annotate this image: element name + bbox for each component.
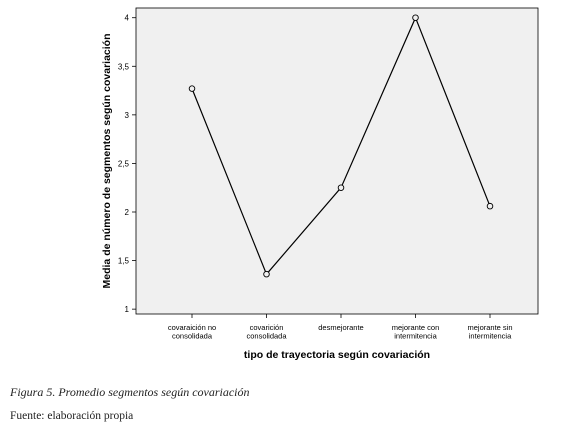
x-tick-label: covaraición no consolidada — [168, 323, 216, 341]
data-point — [263, 270, 270, 278]
data-point — [412, 14, 419, 21]
data-points — [188, 14, 494, 278]
x-tick-label: mejorante sin intermitencia — [467, 323, 512, 341]
data-point — [486, 202, 494, 210]
y-tick-label: 4 — [125, 14, 130, 23]
y-tick-label: 1 — [125, 305, 130, 314]
x-axis-title: tipo de trayectoria según covariación — [244, 349, 430, 361]
figure-source: Fuente: elaboración propia — [10, 410, 134, 422]
x-tick-label: mejorante con intermitencia — [392, 323, 440, 341]
y-tick-label: 3,5 — [118, 62, 130, 71]
y-axis-title: Media de número de segmentos según covar… — [101, 34, 113, 289]
y-tick-label: 2 — [125, 208, 130, 217]
x-tick-label: covarición consolidada — [246, 323, 287, 341]
y-tick-label: 3 — [125, 111, 130, 120]
y-tick-label: 2,5 — [118, 159, 130, 168]
data-point — [337, 184, 345, 191]
data-point — [188, 85, 196, 92]
x-tick-label: desmejorante — [318, 323, 363, 332]
figure-caption: Figura 5. Promedio segmentos según covar… — [10, 385, 250, 399]
x-axis: covaraición no consolidada covarición conso… — [168, 314, 513, 341]
plot-area — [135, 7, 539, 315]
y-tick-label: 1,5 — [118, 257, 130, 266]
y-axis: 1 1,5 2 2,5 3 3,5 4 — [118, 14, 136, 314]
